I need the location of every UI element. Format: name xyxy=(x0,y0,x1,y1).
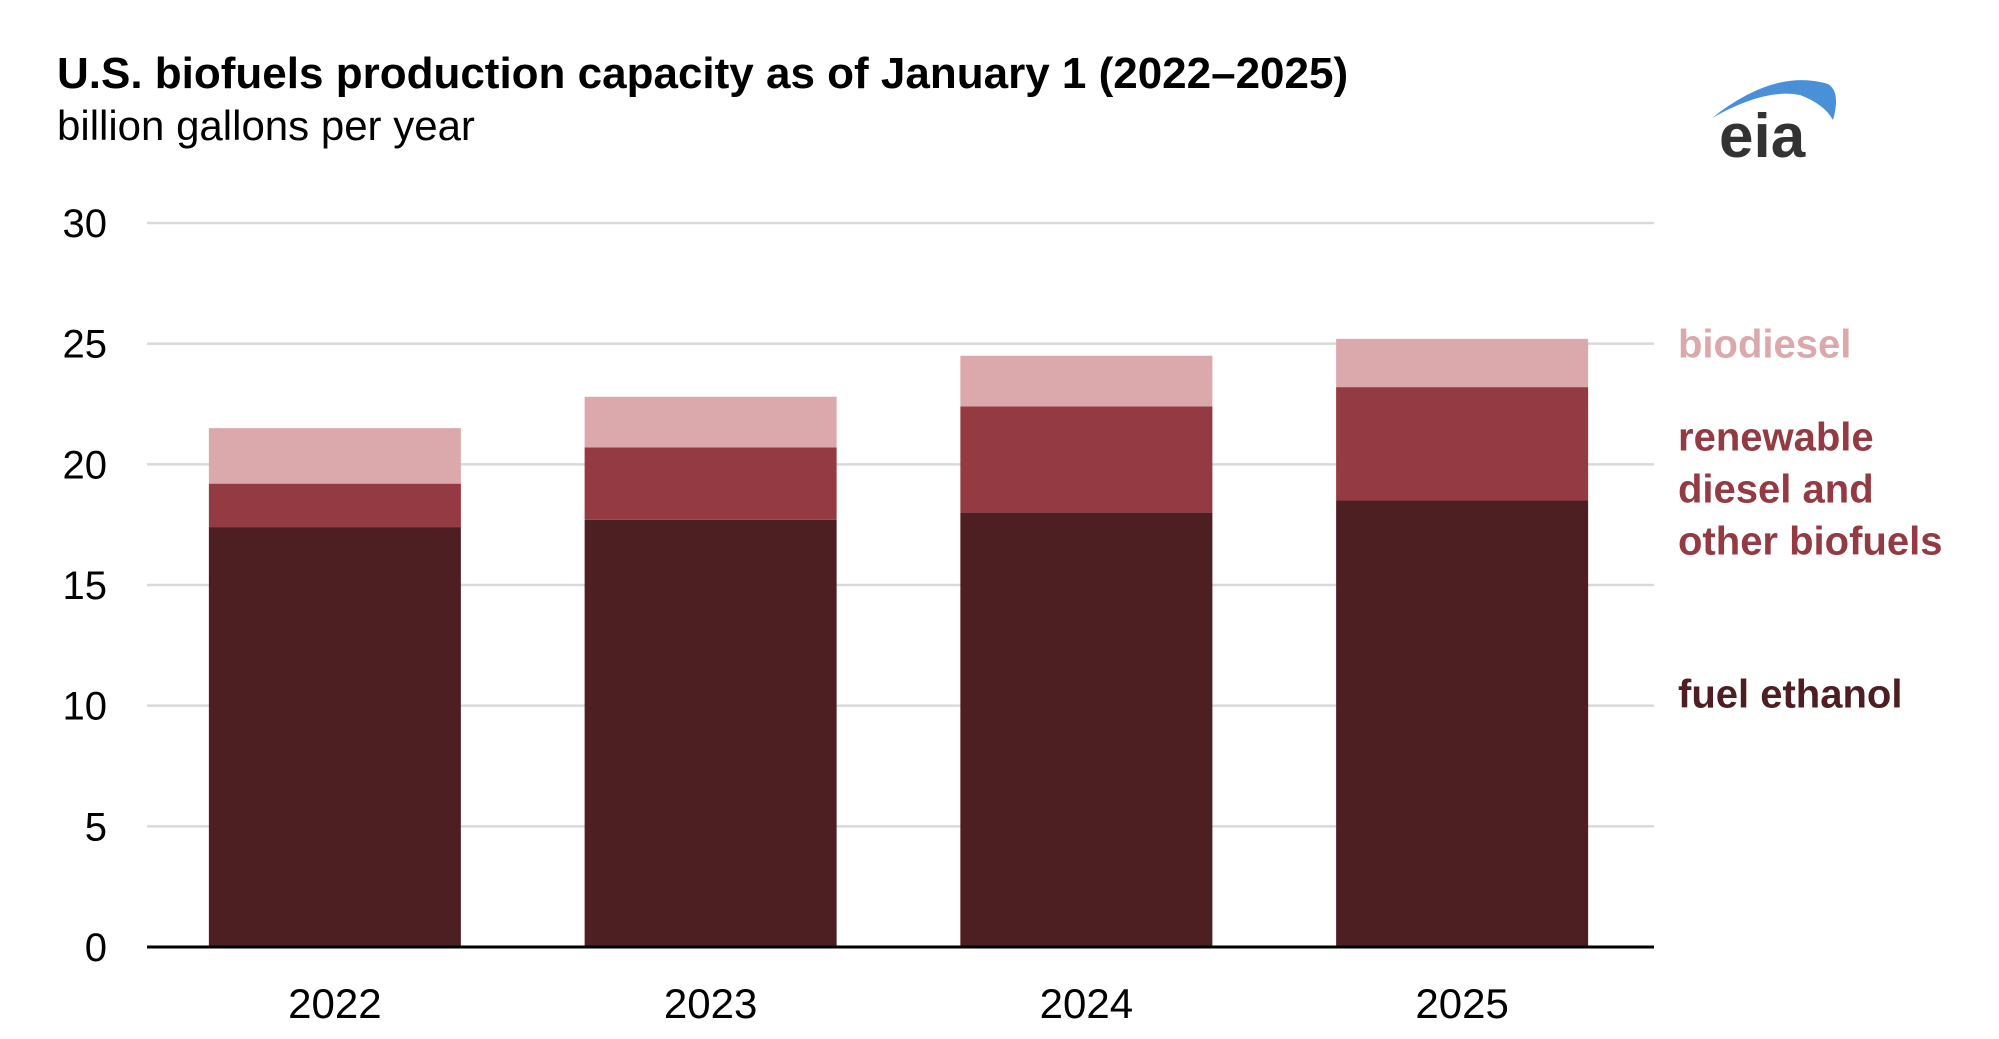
bar-segment xyxy=(1336,387,1589,501)
bar-segment xyxy=(208,428,461,484)
chart-subtitle: billion gallons per year xyxy=(57,102,475,149)
legend-entry: renewable diesel and other biofuels xyxy=(1678,415,1942,563)
legend-entry: fuel ethanol xyxy=(1678,673,1902,717)
bars xyxy=(208,338,1589,947)
legend-label: biodiesel xyxy=(1678,323,1851,367)
bar-segment xyxy=(1336,338,1589,388)
bar-segment xyxy=(584,519,837,947)
x-tick-label: 2024 xyxy=(1040,980,1133,1027)
x-tick-label: 2023 xyxy=(664,980,757,1027)
bar-segment xyxy=(960,512,1213,947)
eia-logo-text: eia xyxy=(1719,102,1806,171)
legend: fuel ethanol renewable diesel and other bio… xyxy=(1678,323,1942,717)
legend-entry: biodiesel xyxy=(1678,323,1851,367)
bar-segment xyxy=(208,483,461,528)
bar-segment xyxy=(960,355,1213,407)
y-tick-label: 0 xyxy=(85,926,107,970)
chart-title: U.S. biofuels production capacity as of … xyxy=(57,49,1348,98)
legend-label: other biofuels xyxy=(1678,519,1942,563)
legend-label: fuel ethanol xyxy=(1678,673,1902,717)
y-tick-label: 25 xyxy=(63,323,108,367)
bar-segment xyxy=(1336,500,1589,947)
y-tick-label: 30 xyxy=(63,202,108,246)
x-tick-label: 2022 xyxy=(288,980,381,1027)
bar-segment xyxy=(584,396,837,448)
x-tick-label: 2025 xyxy=(1415,980,1508,1027)
y-tick-label: 20 xyxy=(63,443,108,487)
bar-segment xyxy=(960,406,1213,513)
y-tick-label: 10 xyxy=(63,685,108,729)
y-tick-label: 5 xyxy=(85,805,107,849)
bar-segment xyxy=(208,527,461,947)
legend-label: diesel and xyxy=(1678,467,1874,511)
y-tick-label: 15 xyxy=(63,564,108,608)
eia-logo-swoosh xyxy=(1712,80,1837,120)
legend-label: renewable xyxy=(1678,415,1874,459)
bar-segment xyxy=(584,447,837,520)
eia-logo: eia xyxy=(1712,80,1837,171)
